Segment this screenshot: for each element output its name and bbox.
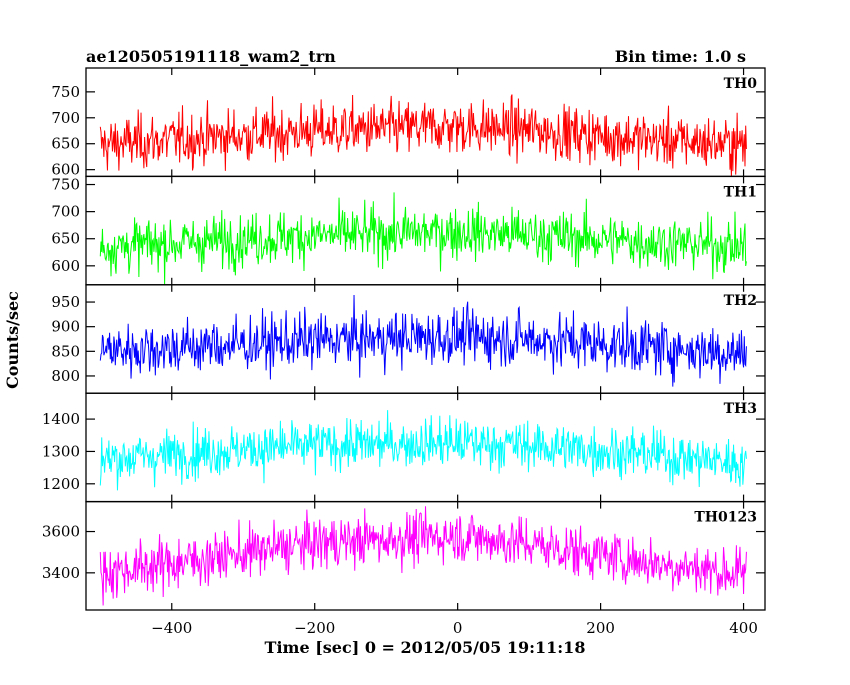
series-line-th0123 [99,506,747,606]
y-tick-label: 750 [51,83,80,101]
panel-th0123: 3400 3600 TH0123 [42,500,766,611]
panel-frame [85,500,766,611]
bin-time-label: Bin time: 1.0 s [615,47,746,66]
y-tick-label: 800 [51,367,80,385]
panel-th2: 800 850 900 950 TH2 [51,284,766,394]
x-tick-label: −200 [294,619,335,637]
x-tick-label: 200 [586,619,615,637]
y-tick-label: 3400 [42,564,80,582]
x-axis-label: Time [sec] 0 = 2012/05/05 19:11:18 [265,638,586,657]
panel-label-th3: TH3 [724,401,757,417]
x-tick-label: 400 [729,619,758,637]
panel-label-th0123: TH0123 [694,510,757,526]
chart-title: ae120505191118_wam2_trn [86,47,336,66]
panels-group: 600 650 700 750 TH0 600 650 700 750 TH1 800 850 900 9… [42,67,766,611]
y-tick-label: 1400 [42,410,80,428]
y-tick-label: 950 [51,293,80,311]
series-line-th1 [99,192,747,285]
y-tick-label: 600 [51,161,80,179]
panel-label-th1: TH1 [724,184,757,200]
series-line-th0 [99,94,747,177]
series-line-th2 [99,295,747,387]
panel-label-th0: TH0 [724,76,758,92]
y-tick-label: 1300 [42,442,80,460]
panel-th0: 600 650 700 750 TH0 [51,67,766,179]
panel-th1: 600 650 700 750 TH1 [51,176,766,286]
y-tick-label: 3600 [42,523,80,541]
y-axis-label: Counts/sec [3,291,22,389]
y-tick-label: 900 [51,318,80,336]
panel-th3: 1200 1300 1400 TH3 [42,392,766,503]
y-tick-label: 1200 [42,475,80,493]
y-tick-label: 850 [51,342,80,360]
y-tick-label: 650 [51,230,80,248]
x-axis: −400 −200 0 200 400 [151,619,758,637]
y-tick-label: 750 [51,176,80,194]
y-tick-label: 700 [51,203,80,221]
series-line-th3 [99,410,747,491]
y-tick-label: 650 [51,135,80,153]
y-tick-label: 600 [51,257,80,275]
y-tick-label: 700 [51,109,80,127]
panel-label-th2: TH2 [724,293,757,309]
x-tick-label: −400 [151,619,192,637]
x-tick-label: 0 [453,619,463,637]
